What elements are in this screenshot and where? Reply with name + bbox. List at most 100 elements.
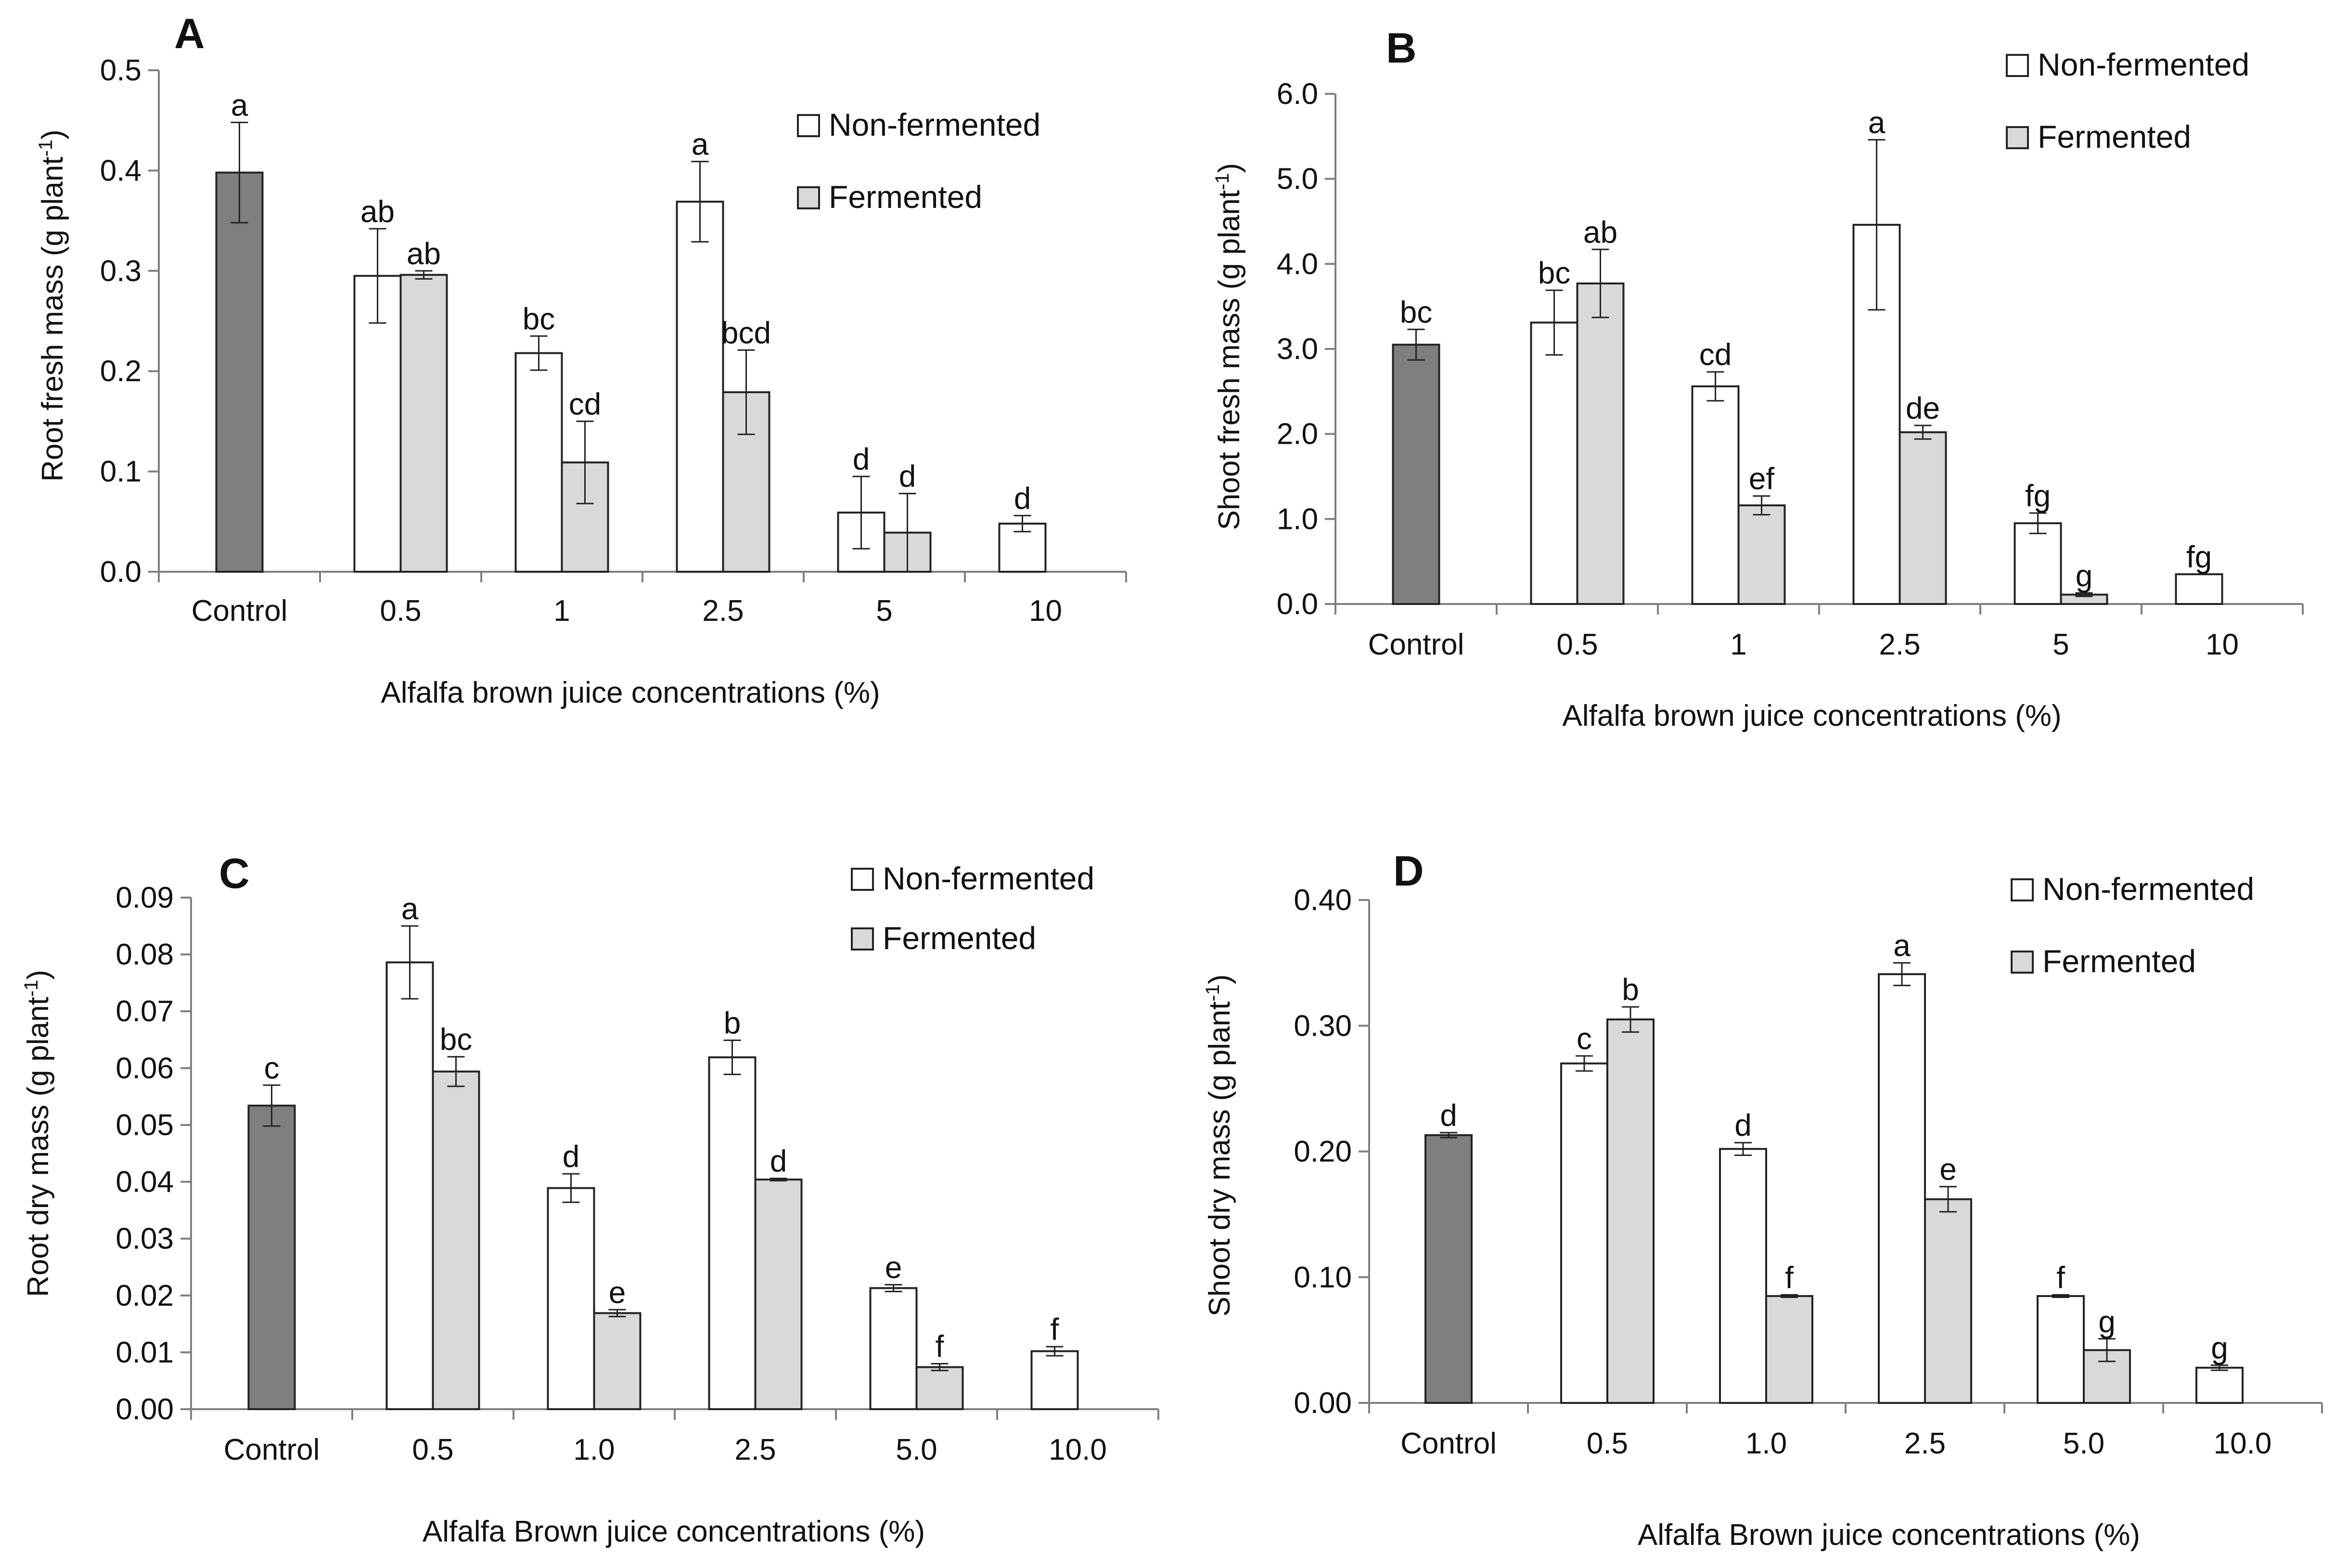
legend-label-fermented: Fermented (829, 179, 982, 215)
significance-letter: cd (569, 386, 602, 421)
y-tick-label: 0.04 (115, 1166, 174, 1199)
significance-letter: d (563, 1139, 580, 1174)
panel-b-letter: B (1386, 24, 1417, 72)
significance-letter: d (1734, 1108, 1752, 1143)
legend-swatch-fermented (2011, 951, 2034, 974)
x-tick-label: Control (192, 594, 288, 628)
panel-d-x-label: Alfalfa Brown juice concentrations (%) (1638, 1518, 2140, 1552)
bar-fermented (593, 1312, 641, 1411)
y-tick-label: 6.0 (1277, 77, 1318, 111)
legend-swatch-fermented (797, 186, 820, 209)
panel-a-x-label: Alfalfa brown juice concentrations (%) (381, 676, 880, 709)
significance-letter: d (1014, 481, 1031, 515)
x-tick-label: 10.0 (1049, 1433, 1107, 1466)
y-tick-label: 0.40 (1294, 884, 1352, 917)
bar-nonfermented (1530, 321, 1578, 605)
y-tick-label: 0.05 (115, 1108, 174, 1142)
bar-fermented (1765, 1295, 1813, 1404)
significance-letter: bc (523, 301, 555, 336)
significance-letter: g (2098, 1304, 2116, 1339)
significance-letter: cd (1699, 337, 1732, 372)
x-tick-label: 1.0 (573, 1433, 615, 1466)
significance-letter: ab (1583, 215, 1617, 249)
x-tick-label: 0.5 (412, 1433, 453, 1466)
y-tick-label: 0.07 (115, 995, 174, 1028)
x-tick-label: 10.0 (2214, 1427, 2272, 1460)
bar-nonfermented (514, 352, 563, 573)
panel-a-letter: A (174, 10, 205, 57)
bar-nonfermented (2037, 1295, 2085, 1404)
panel-a-legend: Non-fermented Fermented (797, 107, 1040, 215)
panel-c-legend: Non-fermented Fermented (851, 861, 1094, 956)
bar-fermented (915, 1366, 964, 1410)
bar-fermented (1924, 1198, 1972, 1404)
bar-control (247, 1105, 296, 1410)
significance-letter: fg (2025, 478, 2051, 513)
bar-fermented (561, 461, 609, 573)
significance-letter: ef (1749, 462, 1775, 496)
significance-letter: g (2076, 558, 2093, 593)
significance-letter: d (1440, 1098, 1457, 1132)
significance-letter: d (853, 442, 870, 476)
significance-letter: e (609, 1275, 626, 1310)
bar-fermented (1899, 431, 1947, 605)
x-tick-label: 5.0 (2063, 1427, 2104, 1460)
significance-letter: bc (440, 1022, 473, 1057)
bar-nonfermented (869, 1287, 918, 1410)
significance-letter: e (1939, 1152, 1957, 1187)
significance-letter: g (2211, 1331, 2228, 1365)
x-tick-label: Control (1368, 628, 1464, 661)
panel-c: C Root dry mass (g plant-1) Alfalfa Brow… (21, 849, 1159, 1548)
panel-d: D Shoot dry mass (g plant-1) Alfalfa Bro… (1202, 847, 2323, 1552)
y-tick-label: 0.08 (115, 938, 174, 971)
y-tick-label: 0.03 (115, 1222, 174, 1256)
significance-letter: f (1051, 1312, 1059, 1347)
x-tick-label: 5 (2053, 628, 2069, 661)
bar-nonfermented (1878, 973, 1926, 1404)
significance-letter: b (1622, 972, 1639, 1007)
significance-letter: a (692, 127, 709, 162)
significance-letter: bc (1400, 295, 1433, 329)
y-tick-label: 0.5 (100, 54, 141, 87)
significance-letter: ab (360, 194, 395, 229)
bar-nonfermented (1030, 1350, 1079, 1410)
x-tick-label: 10 (1029, 594, 1062, 628)
y-tick-label: 0.4 (100, 154, 141, 187)
legend-swatch-nonfermented (2011, 878, 2034, 901)
y-tick-label: 0.20 (1294, 1135, 1352, 1169)
y-tick-label: 5.0 (1277, 163, 1318, 196)
bar-nonfermented (676, 201, 724, 573)
significance-letter: f (1785, 1260, 1794, 1295)
bar-nonfermented (547, 1187, 595, 1411)
legend-label-nonfermented: Non-fermented (2042, 871, 2254, 907)
legend-swatch-nonfermented (851, 868, 874, 891)
bar-fermented (432, 1070, 480, 1410)
y-tick-label: 0.06 (115, 1052, 174, 1085)
y-tick-label: 0.2 (100, 355, 141, 388)
y-tick-label: 0.1 (100, 455, 141, 488)
bar-nonfermented (2195, 1366, 2244, 1404)
bar-nonfermented (385, 961, 434, 1410)
x-tick-label: 10 (2206, 628, 2239, 661)
x-tick-label: 1.0 (1745, 1427, 1787, 1460)
x-tick-label: 2.5 (1879, 628, 1920, 661)
legend-swatch-nonfermented (2006, 54, 2029, 77)
y-tick-label: 4.0 (1277, 247, 1318, 281)
x-tick-label: 0.5 (1556, 628, 1598, 661)
panel-a-y-label: Root fresh mass (g plant-1) (35, 129, 69, 482)
significance-letter: a (231, 88, 248, 122)
panel-b-x-label: Alfalfa brown juice concentrations (%) (1562, 699, 2061, 733)
bar-nonfermented (1560, 1062, 1608, 1404)
panel-c-y-label: Root dry mass (g plant-1) (21, 970, 55, 1297)
bar-nonfermented (1719, 1148, 1767, 1404)
significance-letter: d (899, 459, 916, 493)
legend-label-nonfermented: Non-fermented (883, 861, 1094, 896)
panel-b: B Shoot fresh mass (g plant-1) Alfalfa b… (1212, 24, 2304, 733)
x-tick-label: 5.0 (896, 1433, 937, 1466)
bar-fermented (754, 1178, 803, 1410)
x-tick-label: 0.5 (1587, 1427, 1628, 1460)
y-tick-label: 3.0 (1277, 333, 1318, 366)
significance-letter: c (1577, 1021, 1592, 1056)
bar-control (1424, 1134, 1473, 1404)
